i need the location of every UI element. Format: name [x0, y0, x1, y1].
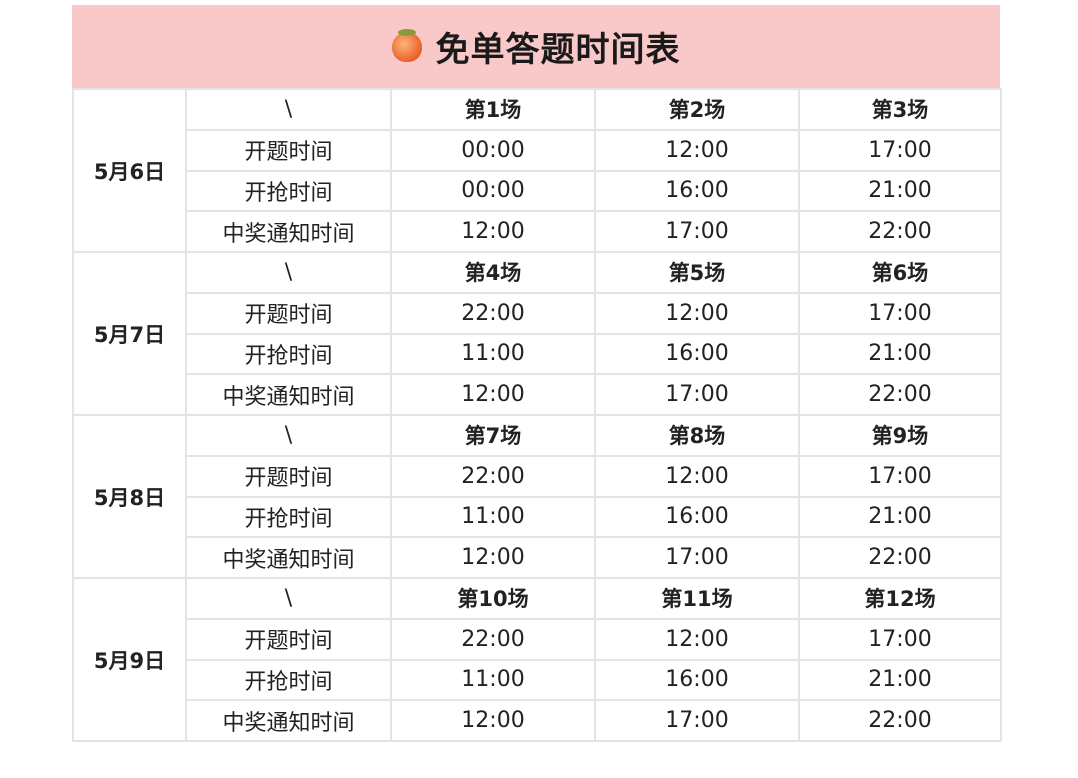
notify-row: 中奖通知时间 12:00 17:00 22:00 — [73, 210, 1002, 253]
session-header: 第6场 — [798, 251, 1002, 294]
open-grab-row: 开抢时间 11:00 16:00 21:00 — [73, 495, 1002, 539]
row-label: 开题时间 — [185, 617, 392, 661]
time-cell: 17:00 — [594, 536, 800, 579]
row-label: \ — [185, 577, 392, 620]
session-header: 第1场 — [390, 88, 596, 131]
session-header: 第4场 — [390, 251, 596, 294]
date-cell: 5月8日 — [72, 414, 187, 579]
time-cell: 11:00 — [390, 332, 596, 376]
session-header: 第7场 — [390, 414, 596, 457]
time-cell: 12:00 — [594, 617, 800, 661]
open-grab-row: 开抢时间 11:00 16:00 21:00 — [73, 658, 1002, 702]
row-label: \ — [185, 414, 392, 457]
time-cell: 22:00 — [798, 699, 1002, 742]
open-question-row: 开题时间 22:00 12:00 17:00 — [73, 291, 1002, 335]
time-cell: 22:00 — [798, 210, 1002, 253]
time-cell: 12:00 — [390, 536, 596, 579]
time-cell: 00:00 — [390, 128, 596, 172]
row-label: \ — [185, 251, 392, 294]
date-cell: 5月7日 — [72, 251, 187, 416]
time-cell: 22:00 — [390, 617, 596, 661]
time-cell: 17:00 — [798, 617, 1002, 661]
notify-row: 中奖通知时间 12:00 17:00 22:00 — [73, 536, 1002, 579]
time-cell: 21:00 — [798, 658, 1002, 702]
open-question-row: 开题时间 00:00 12:00 17:00 — [73, 128, 1002, 172]
notify-row: 中奖通知时间 12:00 17:00 22:00 — [73, 373, 1002, 416]
date-cell: 5月6日 — [72, 88, 187, 253]
time-cell: 17:00 — [798, 128, 1002, 172]
row-label: \ — [185, 88, 392, 131]
header-row: 5月7日 \ 第4场 第5场 第6场 — [72, 251, 1002, 416]
time-cell: 11:00 — [390, 658, 596, 702]
time-cell: 00:00 — [390, 169, 596, 213]
row-label: 开抢时间 — [185, 332, 392, 376]
row-label: 开题时间 — [185, 291, 392, 335]
header-row: 5月9日 \ 第10场 第11场 第12场 — [72, 577, 1002, 742]
time-cell: 22:00 — [798, 373, 1002, 416]
time-cell: 11:00 — [390, 495, 596, 539]
open-question-row: 开题时间 22:00 12:00 17:00 — [73, 454, 1002, 498]
time-cell: 12:00 — [390, 210, 596, 253]
time-cell: 22:00 — [390, 454, 596, 498]
open-grab-row: 开抢时间 11:00 16:00 21:00 — [73, 332, 1002, 376]
notify-row: 中奖通知时间 12:00 17:00 22:00 — [73, 699, 1002, 742]
time-cell: 17:00 — [798, 454, 1002, 498]
row-label: 开抢时间 — [185, 658, 392, 702]
session-header: 第11场 — [594, 577, 800, 620]
session-header: 第12场 — [798, 577, 1002, 620]
session-header: 第2场 — [594, 88, 800, 131]
time-cell: 17:00 — [594, 210, 800, 253]
time-cell: 12:00 — [594, 128, 800, 172]
time-cell: 21:00 — [798, 332, 1002, 376]
time-cell: 17:00 — [798, 291, 1002, 335]
time-cell: 22:00 — [798, 536, 1002, 579]
time-cell: 16:00 — [594, 658, 800, 702]
peach-emoji-icon — [391, 28, 422, 62]
header-row: 5月6日 \ 第1场 第2场 第3场 — [72, 88, 1002, 253]
time-cell: 22:00 — [390, 291, 596, 335]
row-label: 开题时间 — [185, 454, 392, 498]
time-cell: 16:00 — [594, 495, 800, 539]
session-header: 第5场 — [594, 251, 800, 294]
time-cell: 16:00 — [594, 169, 800, 213]
table-title-banner: 免单答题时间表 — [72, 5, 1000, 88]
row-label: 开抢时间 — [185, 169, 392, 213]
row-label: 中奖通知时间 — [185, 699, 392, 742]
time-cell: 12:00 — [594, 454, 800, 498]
row-label: 中奖通知时间 — [185, 210, 392, 253]
row-label: 中奖通知时间 — [185, 373, 392, 416]
time-cell: 12:00 — [594, 291, 800, 335]
time-cell: 12:00 — [390, 699, 596, 742]
session-header: 第10场 — [390, 577, 596, 620]
row-label: 开题时间 — [185, 128, 392, 172]
session-header: 第8场 — [594, 414, 800, 457]
session-header: 第9场 — [798, 414, 1002, 457]
time-cell: 17:00 — [594, 699, 800, 742]
time-cell: 17:00 — [594, 373, 800, 416]
open-question-row: 开题时间 22:00 12:00 17:00 — [73, 617, 1002, 661]
time-cell: 21:00 — [798, 495, 1002, 539]
header-row: 5月8日 \ 第7场 第8场 第9场 — [72, 414, 1002, 579]
page-title: 免单答题时间表 — [435, 30, 681, 70]
time-cell: 12:00 — [390, 373, 596, 416]
row-label: 开抢时间 — [185, 495, 392, 539]
open-grab-row: 开抢时间 00:00 16:00 21:00 — [73, 169, 1002, 213]
time-cell: 16:00 — [594, 332, 800, 376]
time-cell: 21:00 — [798, 169, 1002, 213]
row-label: 中奖通知时间 — [185, 536, 392, 579]
session-header: 第3场 — [798, 88, 1002, 131]
schedule-table: 5月6日 \ 第1场 第2场 第3场 开题时间 00:00 12:00 17:00 开抢时间 00:… — [72, 88, 1002, 742]
date-cell: 5月9日 — [72, 577, 187, 742]
